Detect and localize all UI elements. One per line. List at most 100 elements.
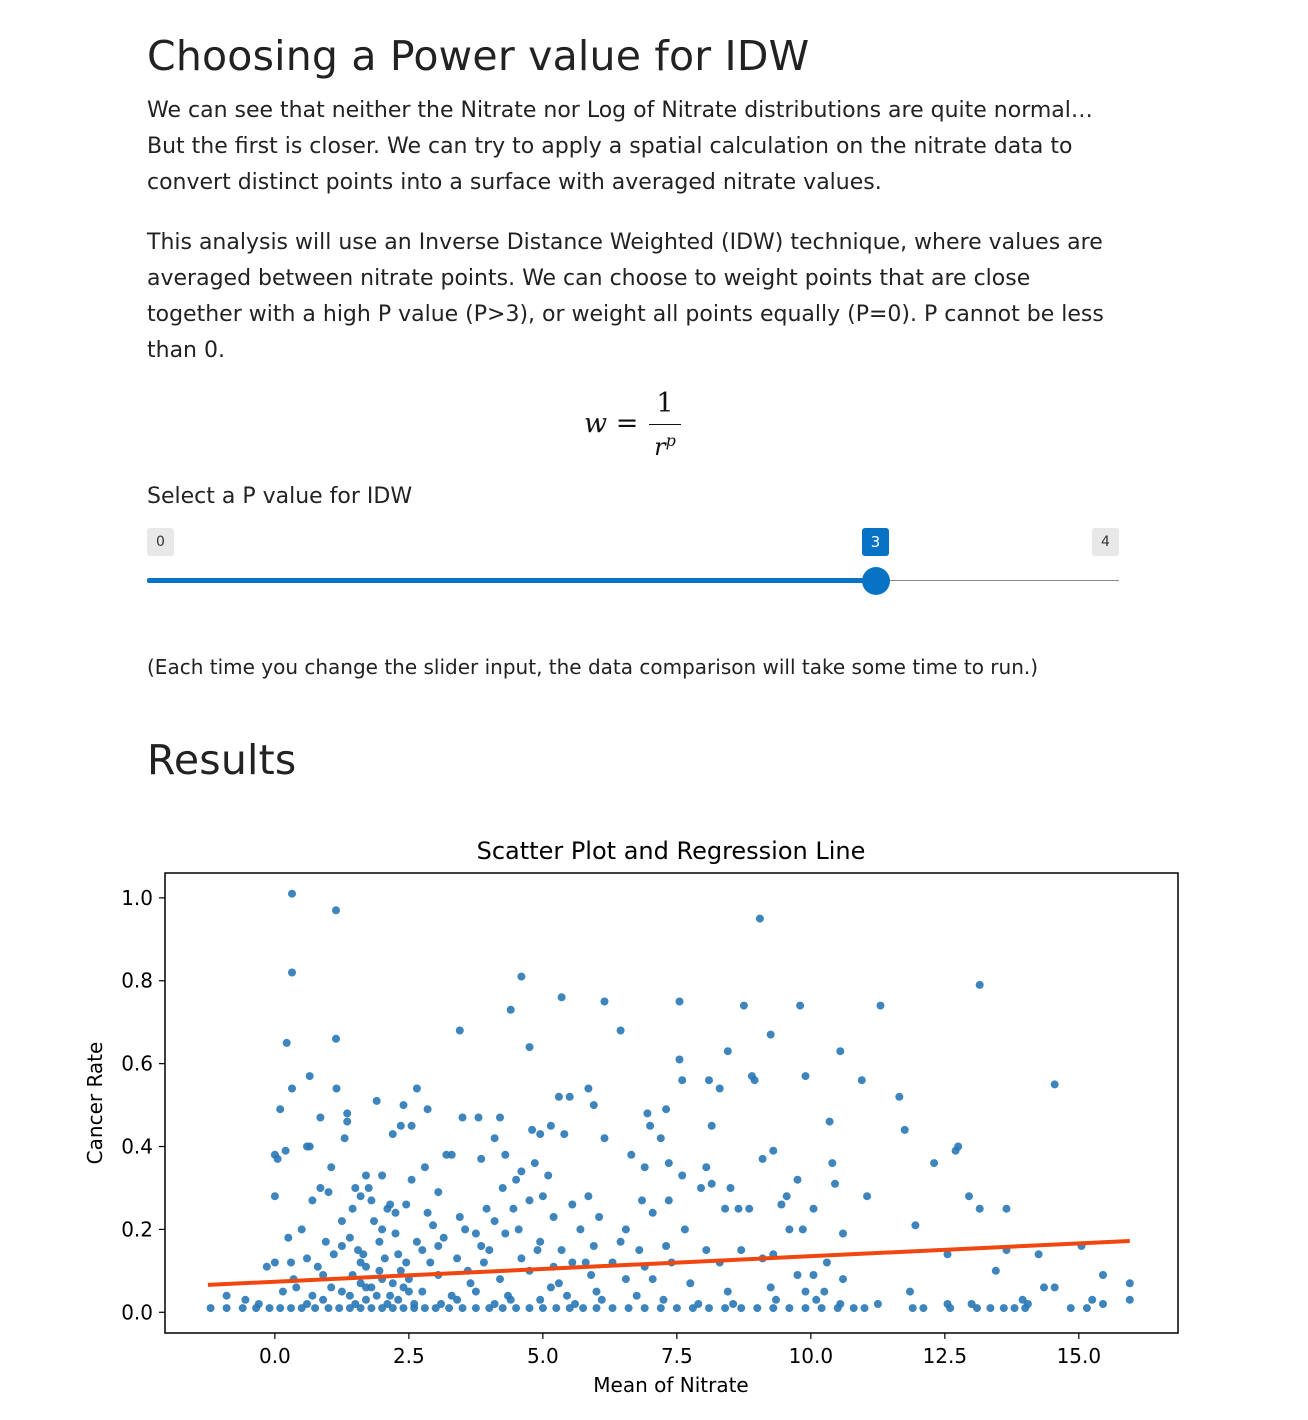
scatter-point [544,1171,553,1180]
slider-fill [147,578,876,583]
scatter-point [501,1150,510,1159]
scatter-point [327,1283,336,1292]
scatter-point [356,1279,365,1288]
scatter-point [471,1304,480,1313]
scatter-point [335,1304,344,1313]
scatter-point [394,1295,403,1304]
scatter-point [796,1001,805,1010]
scatter-point [386,1200,395,1209]
scatter-point [793,1271,802,1279]
x-axis-ticks: 0.0 2.5 5.0 7.5 10.0 12.5 15.0 [259,1333,1101,1368]
scatter-point [662,1105,671,1114]
scatter-point [278,1287,287,1296]
scatter-point [362,1262,370,1271]
scatter-point [809,1204,818,1213]
scatter-point [632,1291,641,1300]
scatter-point [477,1242,486,1250]
scatter-point [222,1304,231,1313]
formula-base: r [654,433,666,461]
scatter-point [337,1287,346,1296]
scatter-point [324,1304,333,1313]
scatter-point [951,1146,960,1155]
scatter-point [305,1072,314,1081]
scatter-point [809,1271,818,1279]
scatter-point [383,1300,392,1308]
scatter-point [769,1304,778,1313]
scatter-point [579,1304,588,1313]
scatter-point [506,1295,515,1304]
scatter-point [678,1171,687,1180]
scatter-point [276,1105,285,1114]
scatter-point [975,980,984,989]
scatter-point [445,1304,454,1313]
scatter-point [378,1171,387,1180]
scatter-point [319,1295,328,1304]
scatter-point [584,1084,593,1093]
scatter-point [999,1304,1008,1313]
scatter-point [447,1150,456,1159]
scatter-point [458,1304,467,1313]
plot-frame [164,872,1179,1334]
scatter-point [364,1184,373,1192]
scatter-point [287,1304,295,1313]
scatter-point [474,1113,483,1122]
slider-label: Select a P value for IDW [147,484,413,509]
scatter-point [319,1271,328,1279]
scatter-point [434,1188,443,1197]
scatter-point [758,1154,767,1163]
scatter-point [592,1287,601,1296]
scatter-point [367,1283,376,1292]
scatter-point [975,1204,984,1213]
scatter-point [643,1109,652,1118]
scatter-point [930,1159,939,1168]
scatter-point [640,1304,649,1313]
scatter-point [739,1001,748,1010]
scatter-point [557,993,566,1002]
scatter-point [525,1043,534,1052]
scatter-point [911,1221,920,1230]
scatter-point [825,1117,834,1126]
scatter-point [863,1192,872,1201]
scatter-point [616,1026,625,1035]
scatter-point [327,1163,336,1172]
scatter-point [836,1047,845,1056]
scatter-point [332,1034,340,1043]
scatter-point [378,1225,387,1234]
formula-lhs: w = [584,408,639,439]
scatter-point [337,1242,346,1250]
scatter-point [412,1084,421,1093]
scatter-point [565,1092,574,1101]
scatter-point [672,1304,681,1313]
scatter-point [769,1146,778,1155]
scatter-point [303,1254,311,1263]
scatter-point [362,1171,370,1180]
scatter-point [900,1125,909,1134]
scatter-point [517,1167,526,1176]
scatter-point [680,1225,689,1234]
scatter-point [648,1275,657,1284]
scatter-point [849,1304,858,1313]
slider-handle[interactable] [862,567,890,595]
scatter-point [308,1291,317,1300]
scatter-point [729,1300,738,1308]
scatter-point [723,1047,732,1056]
scatter-point [533,1246,542,1255]
scatter-point [316,1184,325,1192]
scatter-point [785,1304,794,1313]
formula-numerator: 1 [656,388,674,419]
p-value-slider[interactable]: 0 3 4 [147,528,1119,598]
scatter-point [828,1159,837,1168]
scatter-point [429,1221,437,1230]
y-tick-label: 0.0 [121,1300,153,1324]
scatter-point [399,1283,408,1292]
scatter-point [766,1283,775,1292]
y-tick-label: 0.8 [121,969,153,993]
slider-max-label: 4 [1092,528,1119,556]
scatter-point [490,1134,499,1143]
scatter-point [356,1192,365,1201]
scatter-point [638,1196,646,1205]
formula-fraction: 1 rp [649,388,681,461]
scatter-point [908,1304,917,1313]
scatter-point [434,1242,443,1250]
scatter-point [678,1076,687,1085]
